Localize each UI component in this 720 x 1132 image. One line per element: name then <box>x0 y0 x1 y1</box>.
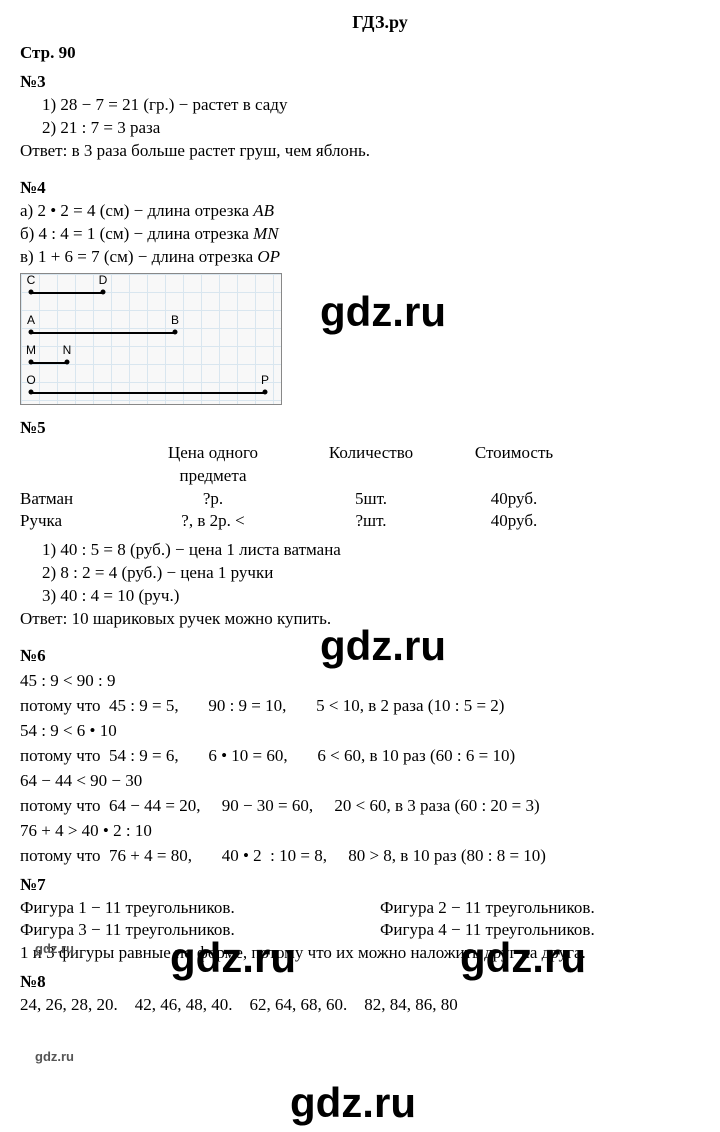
table-cell: ?, в 2р. < <box>138 510 306 533</box>
table-cell: ?р. <box>138 488 306 511</box>
label-b: B <box>171 312 179 328</box>
point-m <box>29 359 34 364</box>
segment-mn <box>31 362 67 364</box>
problem-7-fig3: Фигура 3 − 11 треугольников. <box>20 919 380 942</box>
problem-6-line: 45 : 9 < 90 : 9 <box>20 670 720 693</box>
label-n: N <box>63 342 72 358</box>
label-a: A <box>27 312 35 328</box>
problem-7-answer: 1 и 3 фигуры равные по форме, потому что… <box>20 942 720 965</box>
problem-7-row1: Фигура 1 − 11 треугольников. Фигура 2 − … <box>20 897 720 920</box>
point-p <box>263 389 268 394</box>
problem-5-line1: 1) 40 : 5 = 8 (руб.) − цена 1 листа ватм… <box>20 539 720 562</box>
table-cell: 40руб. <box>454 510 592 533</box>
label-p: P <box>261 372 269 388</box>
problem-4-b: б) 4 : 4 = 1 (см) − длина отрезка MN <box>20 223 720 246</box>
problem-5-line3: 3) 40 : 4 = 10 (руч.) <box>20 585 720 608</box>
problem-6-line: 76 + 4 > 40 • 2 : 10 <box>20 820 720 843</box>
problem-6-line: потому что 45 : 9 = 5, 90 : 9 = 10, 5 < … <box>20 695 720 718</box>
segment-cd <box>31 292 103 294</box>
problem-7-fig2: Фигура 2 − 11 треугольников. <box>380 897 720 920</box>
table-header-empty <box>20 442 138 488</box>
problem-7-fig1: Фигура 1 − 11 треугольников. <box>20 897 380 920</box>
problem-3-num: №3 <box>20 71 720 94</box>
table-header-qty: Количество <box>306 442 454 488</box>
problem-4-c-seg: OP <box>257 247 280 266</box>
problem-6-line: потому что 54 : 9 = 6, 6 • 10 = 60, 6 < … <box>20 745 720 768</box>
problem-4-num: №4 <box>20 177 720 200</box>
grid-diagram: C D A B M N O P <box>20 273 282 405</box>
table-row: Ватман ?р. 5шт. 40руб. <box>20 488 592 511</box>
label-d: D <box>99 272 108 288</box>
segment-ab <box>31 332 175 334</box>
label-m: M <box>26 342 36 358</box>
table-cell: Ручка <box>20 510 138 533</box>
page-label: Стр. 90 <box>20 42 720 65</box>
problem-5-line2: 2) 8 : 2 = 4 (руб.) − цена 1 ручки <box>20 562 720 585</box>
label-o: O <box>26 372 35 388</box>
problem-4-a: а) 2 • 2 = 4 (см) − длина отрезка AB <box>20 200 720 223</box>
point-b <box>173 329 178 334</box>
problem-6-line: 64 − 44 < 90 − 30 <box>20 770 720 793</box>
watermark-small: gdz.ru <box>35 1048 74 1066</box>
problem-5-answer: Ответ: 10 шариковых ручек можно купить. <box>20 608 720 631</box>
problem-6-num: №6 <box>20 645 720 668</box>
point-n <box>65 359 70 364</box>
problem-3-answer: Ответ: в 3 раза больше растет груш, чем … <box>20 140 720 163</box>
problem-4-a-seg: AB <box>253 201 274 220</box>
problem-3-line2: 2) 21 : 7 = 3 раза <box>20 117 720 140</box>
problem-7-row2: Фигура 3 − 11 треугольников. Фигура 4 − … <box>20 919 720 942</box>
problem-4-b-seg: MN <box>253 224 279 243</box>
problem-3-line1: 1) 28 − 7 = 21 (гр.) − растет в саду <box>20 94 720 117</box>
watermark: gdz.ru <box>320 284 446 341</box>
table-header-price: Цена одного предмета <box>138 442 306 488</box>
segment-op <box>31 392 265 394</box>
problem-5-table: Цена одного предмета Количество Стоимост… <box>20 442 592 534</box>
table-header-cost: Стоимость <box>454 442 592 488</box>
site-header: ГДЗ.ру <box>20 10 720 34</box>
problem-4-c: в) 1 + 6 = 7 (см) − длина отрезка OP <box>20 246 720 269</box>
problem-4-b-text: б) 4 : 4 = 1 (см) − длина отрезка <box>20 224 253 243</box>
problem-8-num: №8 <box>20 971 720 994</box>
point-d <box>101 289 106 294</box>
problem-6-line: 54 : 9 < 6 • 10 <box>20 720 720 743</box>
table-row: Ручка ?, в 2р. < ?шт. 40руб. <box>20 510 592 533</box>
table-cell: 40руб. <box>454 488 592 511</box>
label-c: C <box>27 272 36 288</box>
point-o <box>29 389 34 394</box>
problem-5-num: №5 <box>20 417 720 440</box>
table-cell: Ватман <box>20 488 138 511</box>
point-c <box>29 289 34 294</box>
problem-7-fig4: Фигура 4 − 11 треугольников. <box>380 919 720 942</box>
problem-4-c-text: в) 1 + 6 = 7 (см) − длина отрезка <box>20 247 257 266</box>
problem-4-a-text: а) 2 • 2 = 4 (см) − длина отрезка <box>20 201 253 220</box>
table-cell: ?шт. <box>306 510 454 533</box>
problem-6-line: потому что 64 − 44 = 20, 90 − 30 = 60, 2… <box>20 795 720 818</box>
problem-7-num: №7 <box>20 874 720 897</box>
watermark: gdz.ru <box>290 1075 416 1132</box>
problem-8-line: 24, 26, 28, 20. 42, 46, 48, 40. 62, 64, … <box>20 994 720 1017</box>
point-a <box>29 329 34 334</box>
table-cell: 5шт. <box>306 488 454 511</box>
problem-6-line: потому что 76 + 4 = 80, 40 • 2 : 10 = 8,… <box>20 845 720 868</box>
